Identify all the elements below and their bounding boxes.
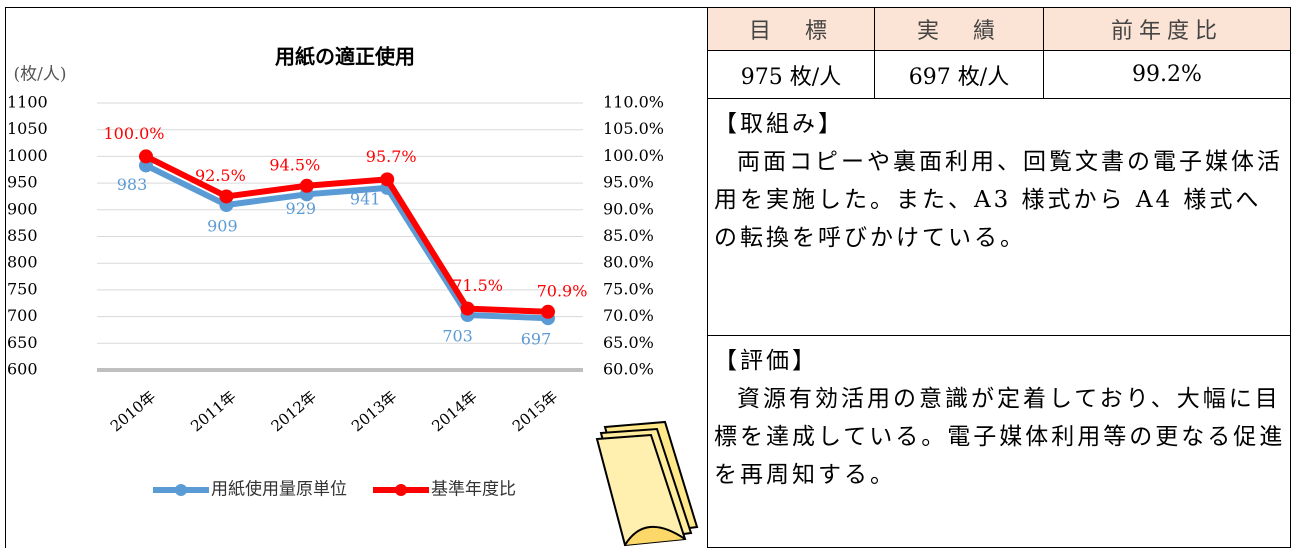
section-text: 資源有効活用の意識が定着しており、大幅に目標を達成している。電子媒体利用等の更な… xyxy=(714,386,1286,488)
data-label: 941 xyxy=(350,189,381,208)
y-tick-label: 600 xyxy=(7,360,38,379)
point xyxy=(380,172,395,187)
y2-tick-label: 65.0% xyxy=(603,333,654,352)
series-line xyxy=(144,153,549,315)
point xyxy=(219,189,234,204)
data-label: 71.5% xyxy=(452,276,503,295)
series-line xyxy=(144,162,549,322)
point xyxy=(541,304,555,319)
y-tick-label: 1100 xyxy=(7,93,48,112)
table-cell: 697 枚/人 xyxy=(874,50,1044,99)
chart-title: 用紙の適正使用 xyxy=(275,45,415,69)
y2-tick-label: 95.0% xyxy=(603,173,654,192)
legend-marker xyxy=(175,484,187,496)
y-axis-label: (枚/人) xyxy=(14,65,67,85)
y-tick-label: 700 xyxy=(7,306,38,325)
y-tick-label: 1050 xyxy=(7,119,48,138)
y2-tick-label: 105.0% xyxy=(603,119,664,138)
legend-label: 用紙使用量原単位 xyxy=(211,479,347,500)
table-cell: 99.2% xyxy=(1043,50,1291,99)
y2-tick-label: 110.0% xyxy=(603,93,664,112)
data-label: 703 xyxy=(442,326,473,345)
section-text: 両面コピーや裏面利用、回覧文書の電子媒体活用を実施した。また、A3 様式から A… xyxy=(714,149,1283,251)
section-heading: 【取組み】 xyxy=(714,111,844,137)
y-tick-label: 750 xyxy=(7,279,38,298)
notepad-icon xyxy=(595,420,699,547)
y-tick-label: 800 xyxy=(7,253,38,272)
y-tick-label: 650 xyxy=(7,333,38,352)
chart-frame xyxy=(5,7,708,548)
section: 【取組み】 両面コピーや裏面利用、回覧文書の電子媒体活用を実施した。また、A3 … xyxy=(707,98,1291,336)
y2-tick-label: 90.0% xyxy=(603,199,654,218)
y2-tick-label: 60.0% xyxy=(603,360,654,379)
y2-tick-label: 85.0% xyxy=(603,226,654,245)
data-label: 100.0% xyxy=(103,124,164,143)
data-label: 94.5% xyxy=(269,155,320,174)
section-heading: 【評価】 xyxy=(714,348,818,374)
data-label: 70.9% xyxy=(537,281,588,300)
table-header: 前年度比 xyxy=(1043,7,1291,51)
y2-tick-label: 100.0% xyxy=(603,146,664,165)
chart: 用紙の適正使用 (枚/人) 600 650 700 750 800 850 900 950 10… xyxy=(5,7,708,548)
data-label: 92.5% xyxy=(195,166,246,185)
legend-marker xyxy=(395,484,407,496)
table-header: 実 績 xyxy=(874,7,1044,51)
y-tick-label: 1000 xyxy=(7,146,48,165)
legend-label: 基準年度比 xyxy=(431,480,516,500)
data-label: 95.7% xyxy=(366,147,417,166)
section: 【評価】 資源有効活用の意識が定着しており、大幅に目標を達成している。電子媒体利… xyxy=(707,335,1291,548)
data-label: 929 xyxy=(286,199,317,218)
table-cell: 975 枚/人 xyxy=(707,50,875,99)
y-tick-label: 950 xyxy=(7,173,38,192)
y2-tick-label: 70.0% xyxy=(603,306,654,325)
y-tick-label: 850 xyxy=(7,226,38,245)
data-label: 697 xyxy=(521,330,552,349)
y-tick-label: 900 xyxy=(7,199,38,218)
point xyxy=(139,149,153,164)
data-label: 909 xyxy=(207,216,238,235)
point xyxy=(460,301,475,316)
table-header: 目 標 xyxy=(707,7,875,51)
y2-tick-label: 80.0% xyxy=(603,253,654,272)
point xyxy=(299,178,314,193)
y2-tick-label: 75.0% xyxy=(603,279,654,298)
data-label: 983 xyxy=(117,175,148,194)
